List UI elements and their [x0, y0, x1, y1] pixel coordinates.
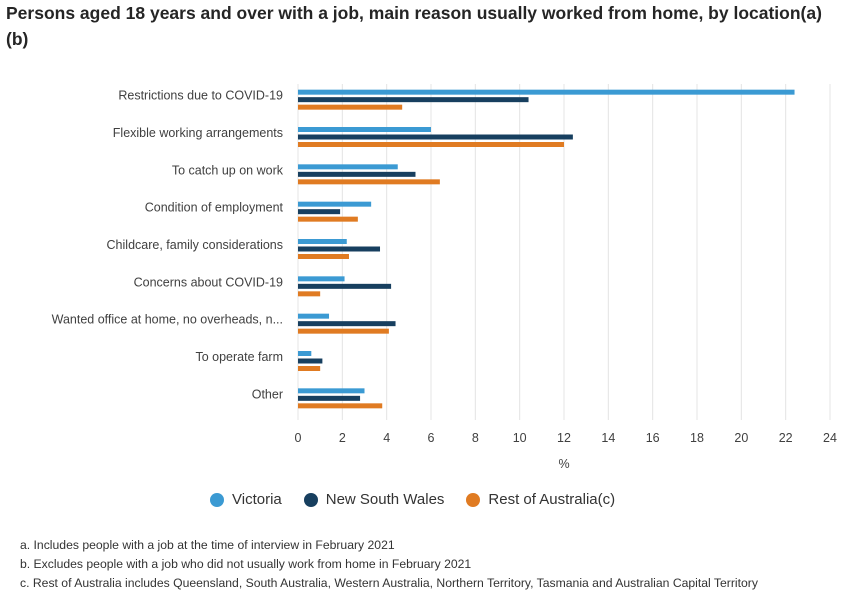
bar-rest-of-australia-c[interactable] — [298, 142, 564, 147]
legend-dot-victoria — [210, 492, 224, 507]
legend-item-new-south-wales[interactable]: New South Wales — [303, 491, 445, 508]
chart-title: Persons aged 18 years and over with a jo… — [6, 3, 822, 49]
footnote-b: b. Excludes people with a job who did no… — [20, 557, 472, 571]
x-tick-label: 12 — [557, 431, 571, 445]
x-tick-label: 14 — [601, 431, 615, 445]
x-tick-label: 10 — [513, 431, 527, 445]
bar-new-south-wales[interactable] — [298, 97, 529, 103]
bar-victoria[interactable] — [298, 201, 372, 207]
legend-item-victoria[interactable]: Victoria — [210, 491, 282, 508]
x-tick-label: 20 — [734, 431, 748, 445]
bars — [298, 89, 795, 409]
bar-new-south-wales[interactable] — [298, 321, 396, 327]
bar-new-south-wales[interactable] — [298, 246, 381, 252]
bar-victoria[interactable] — [298, 164, 398, 170]
bar-victoria[interactable] — [298, 388, 365, 394]
bar-victoria[interactable] — [298, 127, 431, 132]
category-label: Restrictions due to COVID-19 — [118, 89, 283, 103]
bar-rest-of-australia-c[interactable] — [298, 328, 389, 334]
x-tick-label: 22 — [779, 431, 793, 445]
x-axis-label: % — [558, 457, 569, 471]
x-tick-labels: 0 2 4 6 8 10 12 14 16 18 20 22 24 — [295, 431, 837, 445]
x-tick-label: 18 — [690, 431, 704, 445]
x-tick-label: 16 — [646, 431, 660, 445]
bar-rest-of-australia-c[interactable] — [298, 291, 321, 297]
bar-victoria[interactable] — [298, 239, 347, 244]
category-label: Flexible working arrangements — [113, 126, 283, 140]
bar-rest-of-australia-c[interactable] — [298, 366, 321, 371]
legend-label-new-south-wales: New South Wales — [325, 491, 445, 508]
bar-victoria[interactable] — [298, 276, 345, 282]
legend-label-rest-of-australia: Rest of Australia(c) — [488, 491, 616, 508]
x-tick-label: 2 — [339, 431, 346, 445]
footnote-c: c. Rest of Australia includes Queensland… — [20, 576, 758, 590]
bar-rest-of-australia-c[interactable] — [298, 216, 358, 222]
legend-dot-new-south-wales — [303, 492, 318, 507]
bar-victoria[interactable] — [298, 351, 312, 356]
bar-new-south-wales[interactable] — [298, 134, 573, 140]
bar-new-south-wales[interactable] — [298, 358, 323, 364]
category-label: Childcare, family considerations — [107, 238, 283, 252]
category-label: Wanted office at home, no overheads, n..… — [52, 313, 283, 327]
legend-item-rest-of-australia[interactable]: Rest of Australia(c) — [466, 491, 615, 508]
bar-rest-of-australia-c[interactable] — [298, 179, 440, 185]
x-tick-label: 6 — [428, 431, 435, 445]
category-label: To operate farm — [195, 350, 283, 364]
bar-new-south-wales[interactable] — [298, 283, 392, 289]
bar-victoria[interactable] — [298, 313, 330, 319]
bar-rest-of-australia-c[interactable] — [298, 403, 383, 409]
category-label: Other — [252, 387, 283, 401]
bar-rest-of-australia-c[interactable] — [298, 104, 403, 110]
bar-new-south-wales[interactable] — [298, 395, 361, 401]
footnotes: a. Includes people with a job at the tim… — [20, 536, 758, 593]
legend-label-victoria: Victoria — [232, 491, 282, 508]
grid-lines — [297, 84, 831, 420]
bar-new-south-wales[interactable] — [298, 171, 416, 177]
category-label: Condition of employment — [145, 201, 284, 215]
x-tick-label: 8 — [472, 431, 479, 445]
category-label: To catch up on work — [172, 163, 284, 177]
bar-chart: Restrictions due to COVID-19 Flexible wor… — [52, 84, 837, 471]
x-tick-label: 24 — [823, 431, 837, 445]
legend: Victoria New South Wales Rest of Austral… — [210, 491, 615, 508]
x-tick-label: 0 — [295, 431, 302, 445]
category-label: Concerns about COVID-19 — [134, 275, 283, 289]
legend-dot-rest-of-australia — [466, 492, 481, 507]
bar-new-south-wales[interactable] — [298, 209, 341, 215]
bar-rest-of-australia-c[interactable] — [298, 254, 349, 259]
x-tick-label: 4 — [383, 431, 390, 445]
bar-victoria[interactable] — [298, 89, 795, 95]
category-labels: Restrictions due to COVID-19 Flexible wor… — [52, 89, 284, 402]
footnote-a: a. Includes people with a job at the tim… — [20, 538, 395, 552]
